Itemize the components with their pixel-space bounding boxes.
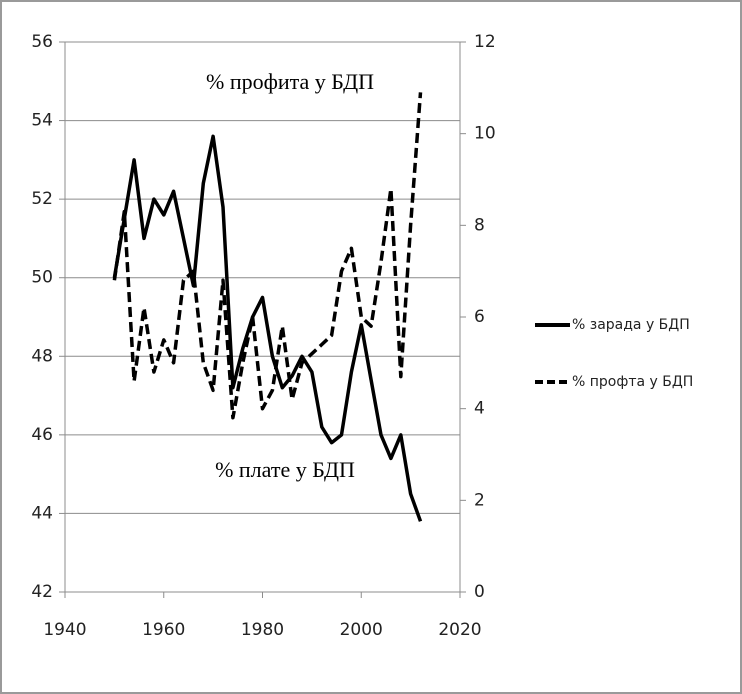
y-tick-label: 42 — [31, 582, 53, 602]
y2-tick-label: 10 — [474, 124, 496, 144]
y2-tick-label: 4 — [474, 399, 485, 419]
y2-tick-label: 12 — [474, 32, 496, 52]
legend-label: % зарада у БДП — [572, 317, 690, 333]
y-tick-label: 54 — [31, 111, 53, 131]
x-tick-label: 2020 — [438, 620, 481, 640]
x-tick-label: 1940 — [43, 620, 86, 640]
y2-tick-label: 2 — [474, 490, 485, 510]
legend-label: % профта у БДП — [572, 374, 693, 390]
series-line — [112, 134, 423, 522]
y2-tick-label: 0 — [474, 582, 485, 602]
x-tick-label: 2000 — [340, 620, 383, 640]
y-tick-label: 50 — [31, 268, 53, 288]
y-tick-label: 48 — [31, 346, 53, 366]
y-tick-label: 52 — [31, 189, 53, 209]
annotation: % плате у БДП — [215, 457, 355, 482]
annotation: % профита у БДП — [206, 69, 374, 94]
series-line — [112, 92, 423, 420]
x-tick-label: 1980 — [241, 620, 284, 640]
y-tick-label: 56 — [31, 32, 53, 52]
y2-tick-label: 8 — [474, 215, 485, 235]
y-tick-label: 44 — [31, 503, 53, 523]
y-tick-label: 46 — [31, 425, 53, 445]
x-tick-label: 1960 — [142, 620, 185, 640]
y2-tick-label: 6 — [474, 307, 485, 327]
